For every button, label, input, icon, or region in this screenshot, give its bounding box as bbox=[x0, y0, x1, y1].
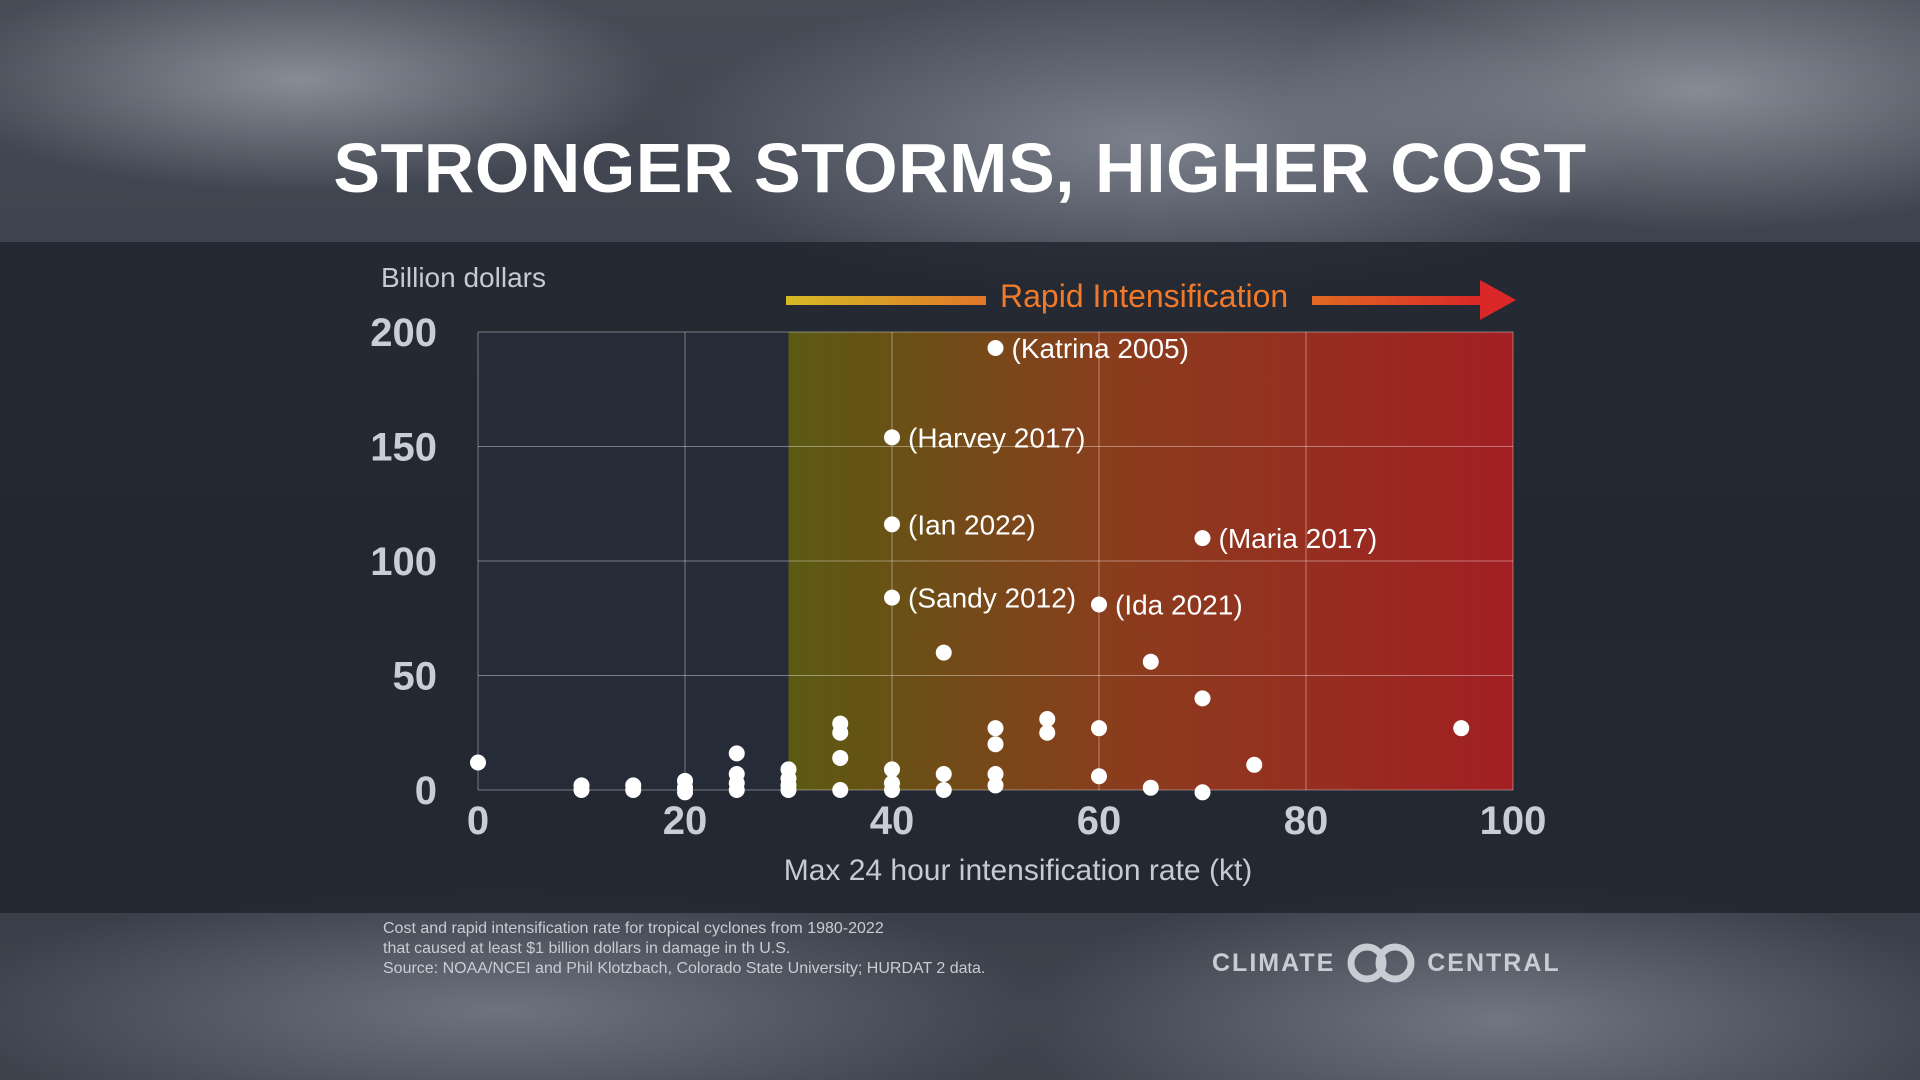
data-point bbox=[987, 736, 1004, 753]
data-points bbox=[470, 340, 1470, 801]
logo-text-right: CENTRAL bbox=[1427, 948, 1561, 977]
data-point bbox=[832, 782, 849, 798]
storm-label: (Ian 2022) bbox=[908, 509, 1036, 540]
data-point bbox=[935, 765, 952, 782]
axis-ticks: 0 20 40 60 80 100 0 50 100 150 200 bbox=[370, 311, 1546, 843]
data-point bbox=[884, 761, 900, 778]
data-point bbox=[935, 782, 952, 798]
data-point bbox=[677, 784, 693, 801]
y-tick-label: 150 bbox=[370, 426, 437, 470]
rapid-intensification-label: Rapid Intensification bbox=[1000, 278, 1289, 314]
data-point bbox=[987, 340, 1004, 357]
data-point bbox=[987, 765, 1004, 782]
data-point bbox=[1453, 720, 1470, 737]
data-point bbox=[884, 782, 900, 798]
footnote-line-3: Source: NOAA/NCEI and Phil Klotzbach, Co… bbox=[383, 960, 986, 977]
data-point bbox=[987, 720, 1004, 737]
footnote-line-1: Cost and rapid intensification rate for … bbox=[383, 920, 884, 937]
data-point bbox=[1091, 720, 1107, 737]
x-tick-label: 20 bbox=[663, 799, 708, 843]
data-point bbox=[1039, 711, 1056, 728]
data-point bbox=[1194, 690, 1211, 707]
arrow-right-bar bbox=[1312, 296, 1482, 305]
x-tick-label: 60 bbox=[1077, 799, 1122, 843]
data-point bbox=[1091, 596, 1107, 613]
data-point bbox=[1194, 530, 1211, 547]
data-point bbox=[1246, 756, 1263, 773]
storm-label: (Harvey 2017) bbox=[908, 422, 1085, 453]
page-title: STRONGER STORMS, HIGHER COST bbox=[333, 129, 1587, 207]
data-point bbox=[884, 589, 900, 606]
data-point bbox=[935, 644, 952, 661]
arrow-left-bar bbox=[786, 296, 986, 305]
storm-label: (Ida 2021) bbox=[1115, 590, 1243, 621]
data-point bbox=[884, 516, 900, 533]
data-point bbox=[728, 745, 745, 762]
logo-text-left: CLIMATE bbox=[1212, 948, 1336, 977]
x-axis-label: Max 24 hour intensification rate (kt) bbox=[783, 854, 1253, 887]
x-tick-label: 100 bbox=[1480, 799, 1547, 843]
data-point bbox=[884, 429, 900, 446]
y-tick-label: 0 bbox=[415, 769, 437, 813]
logo-rings-icon bbox=[1347, 943, 1415, 983]
data-point bbox=[728, 782, 745, 798]
x-tick-label: 40 bbox=[870, 799, 915, 843]
x-tick-label: 80 bbox=[1284, 799, 1329, 843]
storm-label: (Sandy 2012) bbox=[908, 583, 1076, 614]
x-tick-label: 0 bbox=[467, 799, 489, 843]
data-point bbox=[1142, 653, 1159, 670]
point-labels: (Katrina 2005) (Harvey 2017) (Ian 2022) (Ma… bbox=[908, 333, 1377, 620]
data-point bbox=[1142, 779, 1159, 796]
y-tick-label: 50 bbox=[393, 655, 438, 699]
data-point bbox=[625, 782, 642, 798]
data-point bbox=[987, 777, 1004, 794]
climate-central-logo: CLIMATE CENTRAL bbox=[1212, 942, 1561, 984]
footnote-line-2: that caused at least $1 billion dollars … bbox=[383, 940, 791, 957]
footnote: Cost and rapid intensification rate for … bbox=[383, 919, 985, 979]
data-point bbox=[1194, 784, 1211, 801]
rapid-intensification-zone bbox=[788, 332, 1513, 790]
data-point bbox=[1091, 768, 1107, 785]
data-point bbox=[832, 724, 849, 741]
data-point bbox=[1039, 724, 1056, 741]
data-point bbox=[832, 749, 849, 766]
arrow-head-icon bbox=[1480, 280, 1516, 320]
plot-area bbox=[478, 332, 1513, 790]
gridlines bbox=[477, 331, 1514, 791]
data-point bbox=[470, 754, 486, 771]
data-point bbox=[573, 782, 590, 798]
y-axis-label: Billion dollars bbox=[381, 262, 546, 293]
storm-label: (Maria 2017) bbox=[1219, 523, 1378, 554]
y-tick-label: 200 bbox=[370, 311, 437, 355]
storm-label: (Katrina 2005) bbox=[1012, 333, 1189, 364]
rapid-intensification-arrow bbox=[786, 280, 1516, 320]
y-tick-label: 100 bbox=[370, 540, 437, 584]
data-point bbox=[780, 782, 797, 798]
